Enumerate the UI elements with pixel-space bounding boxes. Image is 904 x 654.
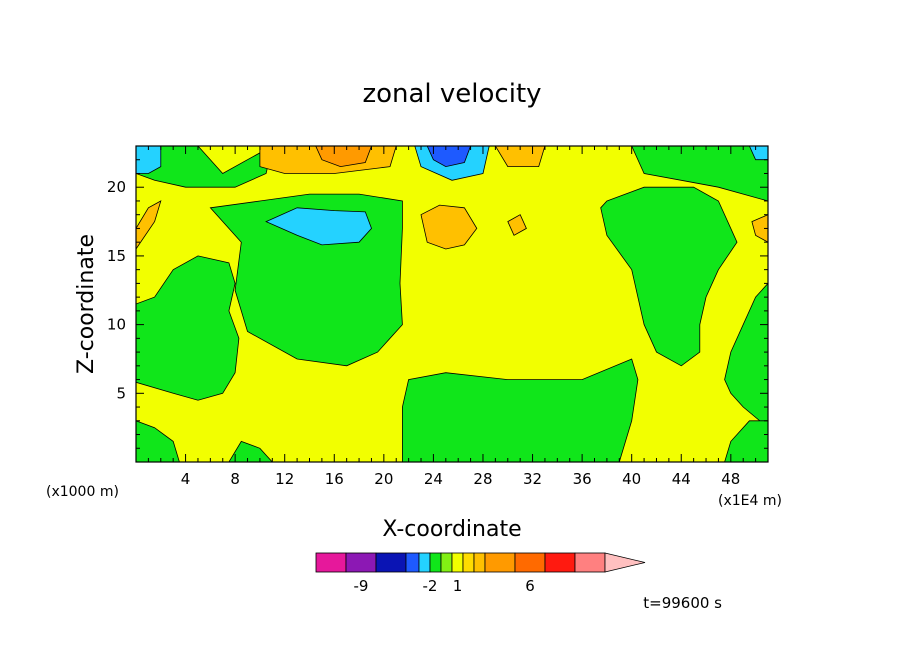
contour-region-12 (748, 146, 768, 161)
x-unit-left-label: (x1000 m) (46, 484, 119, 500)
y-tick-label: 5 (116, 384, 126, 402)
x-tick-label: 16 (325, 470, 344, 488)
colorbar-tick-labels: -9 -2 1 6 (354, 577, 535, 595)
contour-region-0 (136, 255, 240, 401)
contour-regions (136, 146, 768, 462)
x-tick-label: 40 (622, 470, 641, 488)
colorbar-swatch (429, 552, 442, 573)
contour-region-6 (606, 146, 768, 202)
contour-region-8 (724, 282, 768, 429)
contour-region-21 (315, 146, 372, 168)
x-axis-ticks: 4 8 12 16 20 24 28 32 36 40 44 48 (147, 146, 757, 488)
contour-region-1 (136, 420, 180, 462)
x-tick-label: 48 (721, 470, 740, 488)
x-tick-label: 8 (230, 470, 240, 488)
contour-region-14 (426, 146, 472, 168)
contour-region-7 (600, 186, 738, 367)
time-label: t=99600 s (643, 594, 722, 612)
colorbar-swatch (462, 552, 475, 573)
colorbar-swatch (440, 552, 453, 573)
x-tick-label: 24 (424, 470, 443, 488)
colorbar (315, 552, 646, 573)
x-tick-label: 36 (573, 470, 592, 488)
x-tick-label: 44 (672, 470, 691, 488)
y-tick-label: 20 (107, 178, 126, 196)
colorbar-tick-label: -2 (423, 577, 438, 595)
contour-region-20 (751, 214, 768, 243)
plot-frame (135, 145, 769, 463)
x-tick-label: 28 (473, 470, 492, 488)
y-axis-ticks: 5 10 15 20 (107, 159, 768, 449)
contour-region-11 (136, 146, 162, 174)
x-axis-title: X-coordinate (382, 517, 521, 542)
contour-region-2 (228, 440, 273, 462)
colorbar-swatch (544, 552, 576, 573)
contour-region-3 (401, 358, 639, 462)
x-tick-label: 32 (523, 470, 542, 488)
colorbar-swatch (514, 552, 546, 573)
contour-region-5 (136, 146, 273, 188)
colorbar-swatch (375, 552, 407, 573)
contour-region-17 (420, 204, 478, 250)
contour-region-15 (136, 200, 162, 250)
contour-region-10 (265, 207, 372, 246)
chart-title: zonal velocity (362, 79, 541, 109)
x-tick-label: 4 (181, 470, 191, 488)
colorbar-swatch (315, 552, 347, 573)
colorbar-tick-label: 6 (525, 577, 535, 595)
colorbar-swatch (574, 552, 606, 573)
colorbar-tick-label: 1 (453, 577, 463, 595)
colorbar-swatch (345, 552, 377, 573)
colorbar-extend-arrow (604, 552, 646, 573)
x-tick-label: 12 (275, 470, 294, 488)
contour-region-18 (507, 214, 527, 236)
y-axis-title: Z-coordinate (74, 234, 99, 374)
y-tick-label: 15 (107, 247, 126, 265)
y-tick-label: 10 (107, 316, 126, 334)
colorbar-swatch (473, 552, 486, 573)
x-unit-right-label: (x1E4 m) (718, 493, 782, 509)
colorbar-swatch (405, 552, 420, 573)
colorbar-swatch (418, 552, 431, 573)
x-tick-label: 20 (374, 470, 393, 488)
colorbar-swatch (484, 552, 516, 573)
colorbar-tick-label: -9 (354, 577, 369, 595)
colorbar-swatch (451, 552, 464, 573)
